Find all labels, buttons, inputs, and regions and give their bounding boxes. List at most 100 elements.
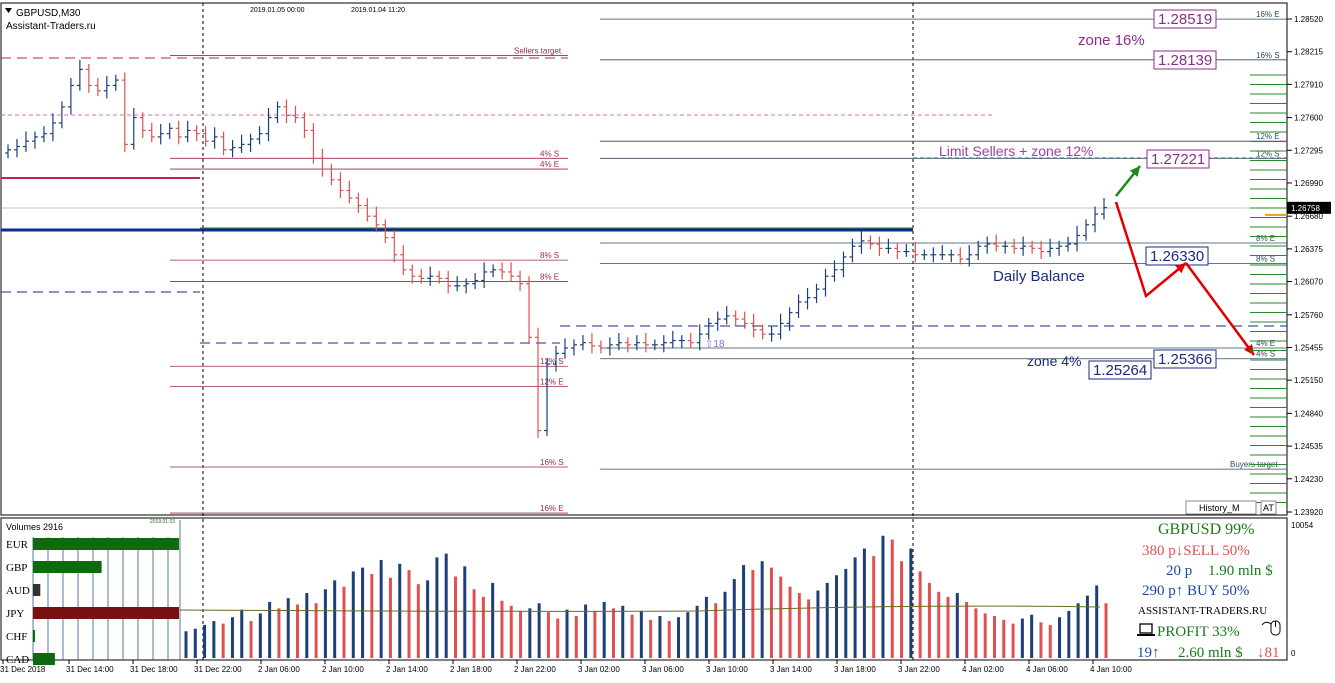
info-ratio-down: ↓81 [1257, 645, 1280, 661]
y-tick-label: 1.27295 [1294, 146, 1323, 155]
x-tick-label: 3 Jan 10:00 [706, 665, 748, 674]
volume-bar [937, 591, 941, 658]
currency-label: AUD [6, 585, 30, 597]
volume-bar [361, 567, 365, 658]
y-tick-label: 1.26375 [1294, 245, 1323, 254]
volume-bar [435, 557, 439, 658]
volume-bar [927, 582, 931, 658]
volume-bar [388, 577, 392, 658]
volume-bar [658, 615, 662, 658]
current-price-label: 1.26758 [1291, 204, 1320, 213]
volume-bar [965, 601, 969, 658]
volume-bar [444, 553, 448, 658]
volume-bar [862, 548, 866, 658]
date-label-b: 2019.01.04 11:20 [351, 7, 405, 14]
volume-bar [1030, 614, 1034, 658]
y-tick-label: 1.24535 [1294, 442, 1323, 451]
date-label-a: 2019.01.05 00:00 [250, 7, 305, 14]
currency-label: GBP [6, 562, 27, 574]
volume-bar [881, 535, 885, 658]
volume-bar [565, 609, 569, 658]
volume-bar [593, 610, 597, 658]
volume-bar [193, 628, 197, 658]
marker-18: ⇧18 [705, 339, 725, 350]
bearish-arrow-1 [1114, 201, 1187, 299]
level-label-right: 16% E [1256, 10, 1280, 19]
volume-bar [249, 621, 253, 658]
level-label-left: 4% S [540, 149, 559, 158]
volume-bar [1076, 603, 1080, 658]
x-tick-label: 31 Dec 2018 [0, 665, 46, 674]
volume-bar [323, 589, 327, 658]
x-tick-label: 3 Jan 06:00 [642, 665, 684, 674]
level-label-right: 4% E [1256, 339, 1275, 348]
volume-bar [816, 590, 820, 658]
currency-strength-bar [33, 561, 102, 573]
volume-bar [1002, 619, 1006, 658]
volume-bar [835, 575, 839, 658]
info-profit-line: PROFIT 33% [1157, 624, 1240, 640]
zone4-upper-box: 1.25366 [1158, 351, 1212, 368]
zone4-upper-box-box [1153, 349, 1217, 369]
currency-strength-bar [33, 630, 35, 642]
volume-bar [1048, 624, 1052, 658]
level-label-right: 16% S [1256, 51, 1280, 60]
price-axis[interactable]: 1.28520 1.28215 1.27910 1.27600 1.27295 1.269… [1250, 15, 1331, 517]
volume-bar [537, 603, 541, 658]
x-tick-label: 3 Jan 02:00 [578, 665, 620, 674]
currency-strength-panel: EUR GBP AUD JPY CHF CAD [6, 520, 181, 666]
volume-bar [305, 593, 309, 658]
volume-bar [184, 631, 188, 658]
y-tick-label: 1.26990 [1294, 179, 1323, 188]
volume-bar [333, 580, 337, 658]
level-label-left: 12% S [540, 357, 564, 366]
laptop-icon [1137, 623, 1155, 636]
volume-bar [546, 612, 550, 658]
zone4-lower-box: 1.25264 [1093, 362, 1147, 379]
volume-bar [1095, 585, 1099, 658]
volume-ymax-label: 10054 [1291, 521, 1314, 530]
info-ratio-volume: 2.60 mln $ [1178, 645, 1243, 661]
limit-sellers-annotation: Limit Sellers + zone 12% [939, 143, 1093, 159]
at-button[interactable]: AT [1260, 500, 1277, 515]
x-tick-label: 31 Dec 18:00 [130, 665, 178, 674]
volume-bar [704, 596, 708, 658]
currency-strength-bar [33, 538, 179, 550]
volume-bar [268, 601, 272, 658]
volume-bar [556, 618, 560, 658]
history-button[interactable]: History_M [1185, 500, 1257, 515]
volume-bar [621, 605, 625, 658]
info-ratio-up: 19↑ [1137, 645, 1160, 661]
x-tick-label: 2 Jan 06:00 [258, 665, 300, 674]
price-box-28519: 1.28519 [1158, 11, 1212, 28]
volume-title: Volumes 2916 [6, 522, 63, 532]
volume-bar [807, 599, 811, 658]
currency-label: JPY [6, 608, 24, 620]
volume-bar [918, 571, 922, 658]
bearish-arrow-2-head [1244, 343, 1254, 355]
dropdown-triangle-icon[interactable] [5, 8, 12, 13]
time-axis[interactable]: 31 Dec 2018 31 Dec 14:00 31 Dec 18:00 31 De… [0, 660, 1132, 674]
info-pair-strength: GBPUSD 99% [1158, 521, 1254, 538]
volume-bar [1104, 603, 1108, 658]
y-tick-label: 1.26680 [1294, 212, 1323, 221]
level-label-right: 12% E [1256, 132, 1280, 141]
x-tick-label: 4 Jan 02:00 [962, 665, 1004, 674]
volume-bar [779, 576, 783, 658]
volume-bar [342, 586, 346, 658]
chart-symbol-label: GBPUSD,M30 [16, 8, 81, 19]
info-site-line: ASSISTANT-TRADERS.RU [1138, 605, 1267, 617]
x-tick-label: 3 Jan 18:00 [834, 665, 876, 674]
candles-layer [5, 59, 1107, 439]
volume-bar [992, 615, 996, 658]
volume-bar [416, 584, 420, 658]
level-label-left: 8% E [540, 273, 559, 282]
level-label-left: 4% E [540, 160, 559, 169]
info-sell-line: 380 p↓SELL 50% [1142, 543, 1250, 559]
x-tick-label: 2 Jan 14:00 [386, 665, 428, 674]
info-volume-line: 1.90 mln $ [1208, 563, 1273, 579]
y-tick-label: 1.25150 [1294, 376, 1323, 385]
volume-bar [519, 610, 523, 658]
volume-bar [491, 582, 495, 658]
